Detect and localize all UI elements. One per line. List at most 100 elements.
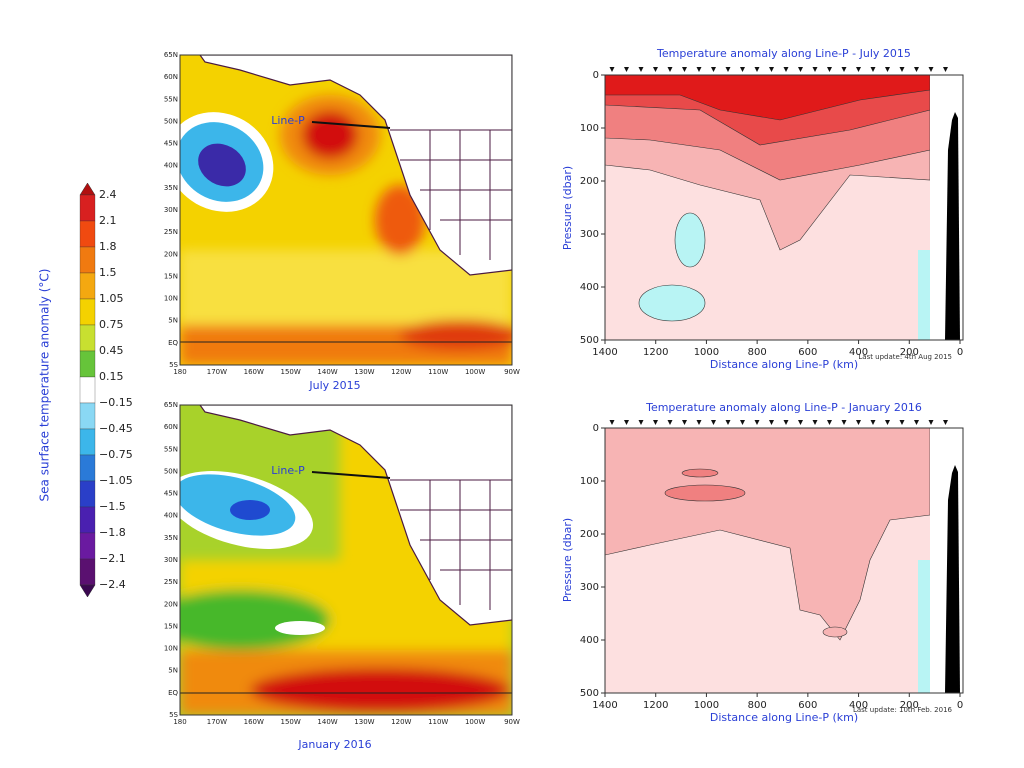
colorbar-tick-label: 0.15 [99, 370, 124, 383]
lon-label: 170W [207, 718, 227, 726]
station-marker [827, 67, 832, 72]
station-marker [638, 67, 644, 72]
station-marker [841, 67, 847, 72]
y-axis-label: Pressure (dbar) [561, 166, 574, 250]
colorbar-tick-label: 0.75 [99, 318, 124, 331]
station-marker [812, 420, 818, 425]
station-marker [754, 67, 760, 72]
colorbar-swatch [79, 350, 96, 378]
station-marker [928, 420, 934, 425]
lon-label: 170W [207, 368, 227, 376]
station-marker [856, 420, 861, 425]
colorbar-swatch [79, 376, 96, 404]
lat-label: EQ [168, 689, 178, 697]
lon-label: 150W [281, 368, 301, 376]
y-tick-label: 200 [580, 529, 599, 540]
section-title: Temperature anomaly along Line-P - Janua… [645, 401, 922, 414]
station-marker [740, 420, 745, 425]
colorbar-swatch [79, 324, 96, 352]
line-p-label: Line-P [271, 114, 305, 127]
colorbar-tick-label: 2.4 [99, 188, 117, 201]
colorbar-swatch [79, 454, 96, 482]
y-tick-label: 400 [580, 282, 599, 293]
lat-label: 15N [164, 272, 178, 280]
station-marker [899, 67, 905, 72]
x-axis-label: Distance along Line-P (km) [710, 358, 858, 371]
x-tick-label: 200 [900, 347, 919, 358]
lat-label: 40N [164, 162, 178, 170]
station-marker [754, 420, 760, 425]
colorbar-swatch [79, 298, 96, 326]
x-tick-label: 0 [957, 700, 963, 711]
station-marker [609, 67, 615, 72]
station-marker [711, 420, 716, 425]
map-caption: July 2015 [308, 379, 360, 392]
x-tick-label: 600 [798, 700, 817, 711]
lat-label: 10N [164, 645, 178, 653]
x-tick-label: 800 [748, 700, 767, 711]
station-marker [899, 420, 905, 425]
station-marker [856, 67, 861, 72]
colorbar-tick-label: −2.4 [99, 578, 126, 591]
station-marker [885, 67, 890, 72]
colorbar-end [79, 584, 96, 598]
lon-label: 180 [173, 718, 186, 726]
lat-label: 30N [164, 556, 178, 564]
lon-label: 160W [244, 368, 264, 376]
station-marker [624, 67, 629, 72]
section-july-2015 [605, 75, 963, 340]
update-note: Last update: 10th Feb. 2016 [853, 706, 953, 714]
x-tick-label: 800 [748, 347, 767, 358]
station-marker [943, 67, 948, 72]
colorbar-tick-label: 1.5 [99, 266, 117, 279]
lat-label: 60N [164, 73, 178, 81]
colorbar: 2.4 2.1 1.8 1.5 1.05 0.75 0.45 0.15 −0.15 −0.45 −0… [79, 182, 133, 598]
update-note: Last update: 4th Aug 2015 [858, 353, 952, 361]
station-marker [798, 420, 803, 425]
station-marker [769, 67, 774, 72]
lat-label: 40N [164, 512, 178, 520]
colorbar-tick-label: −0.75 [99, 448, 133, 461]
colorbar-swatch [79, 532, 96, 560]
colorbar-swatch [79, 194, 96, 222]
lat-label: 20N [164, 250, 178, 258]
lat-label: 15N [164, 622, 178, 630]
lat-label: 65N [164, 51, 178, 59]
lat-label: EQ [168, 339, 178, 347]
lon-label: 120W [391, 718, 411, 726]
lon-label: 130W [354, 368, 374, 376]
station-marker [740, 67, 745, 72]
station-marker [667, 67, 673, 72]
lat-label: 35N [164, 534, 178, 542]
station-marker [711, 67, 716, 72]
colorbar-tick-label: 1.05 [99, 292, 124, 305]
lat-label: 25N [164, 578, 178, 586]
y-tick-label: 200 [580, 176, 599, 187]
y-tick-label: 0 [593, 70, 599, 81]
y-tick-label: 100 [580, 476, 599, 487]
y-tick-label: 300 [580, 229, 599, 240]
section-title: Temperature anomaly along Line-P - July … [656, 47, 911, 60]
map-july-2015 [180, 55, 512, 365]
station-marker [696, 67, 702, 72]
station-marker [609, 420, 615, 425]
lat-label: 50N [164, 467, 178, 475]
x-tick-label: 200 [900, 700, 919, 711]
lon-label: 90W [504, 368, 520, 376]
station-marker [638, 420, 644, 425]
y-tick-label: 500 [580, 688, 599, 699]
lat-label: 5N [168, 667, 178, 675]
colorbar-tick-label: −0.45 [99, 422, 133, 435]
station-marker [812, 67, 818, 72]
lat-label: 10N [164, 295, 178, 303]
map-caption: January 2016 [297, 738, 371, 751]
x-tick-label: 400 [849, 347, 868, 358]
y-tick-label: 300 [580, 582, 599, 593]
y-tick-label: 0 [593, 423, 599, 434]
station-marker [783, 420, 789, 425]
colorbar-label: Sea surface temperature anomaly (°C) [38, 269, 52, 502]
y-tick-label: 400 [580, 635, 599, 646]
lat-label: 50N [164, 117, 178, 125]
colorbar-swatch [79, 428, 96, 456]
